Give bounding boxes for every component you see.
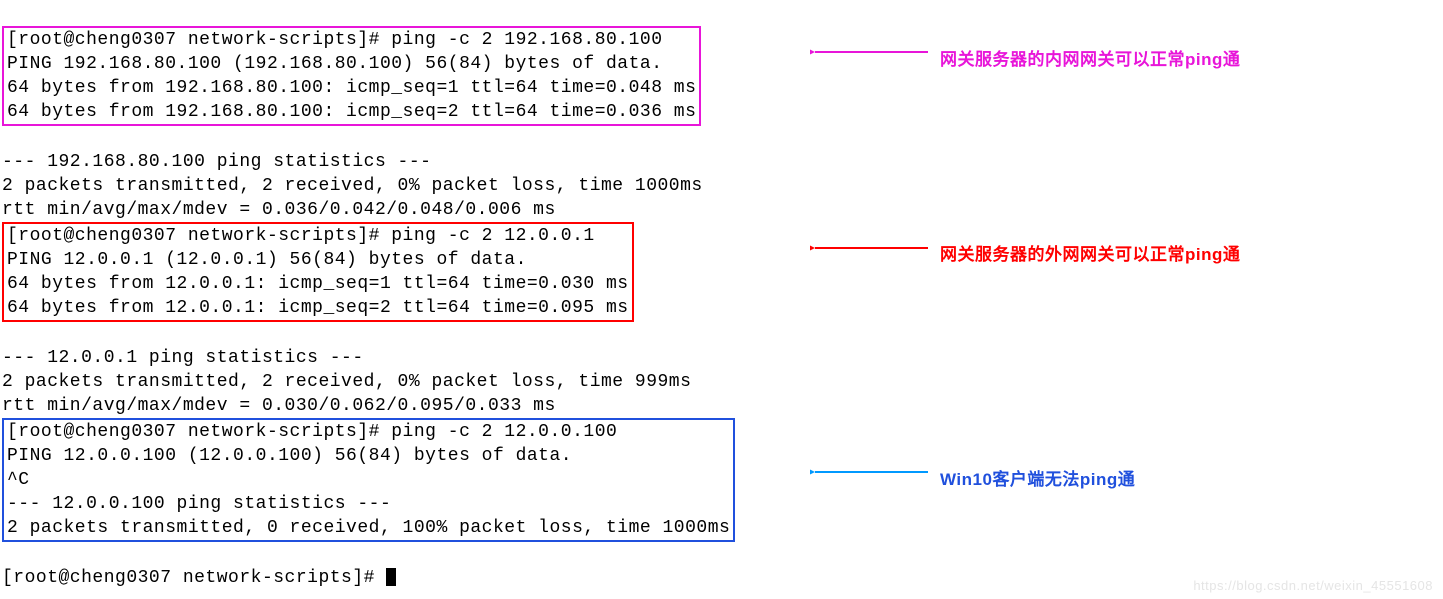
terminal-line: PING 12.0.0.100 (12.0.0.100) 56(84) byte… [7,446,572,466]
watermark-text: https://blog.csdn.net/weixin_45551608 [1193,578,1433,593]
terminal-line: 2 packets transmitted, 0 received, 100% … [7,518,730,538]
terminal-line: 64 bytes from 12.0.0.1: icmp_seq=1 ttl=6… [7,274,629,294]
terminal-line: 2 packets transmitted, 2 received, 0% pa… [2,176,703,196]
arrow-left-icon [810,462,930,482]
annotation-win10-client: Win10客户端无法ping通 [940,465,1135,490]
terminal-line: --- 192.168.80.100 ping statistics --- [2,152,431,172]
terminal-line: 64 bytes from 12.0.0.1: icmp_seq=2 ttl=6… [7,298,629,318]
terminal-line: [root@cheng0307 network-scripts]# ping -… [7,30,663,50]
terminal-line: rtt min/avg/max/mdev = 0.036/0.042/0.048… [2,200,556,220]
arrow-left-icon [810,42,930,62]
terminal-output: [root@cheng0307 network-scripts]# ping -… [2,2,1441,590]
terminal-line: --- 12.0.0.100 ping statistics --- [7,494,391,514]
annotation-internal-gateway: 网关服务器的内网网关可以正常ping通 [940,45,1240,70]
arrow-left-icon [810,238,930,258]
terminal-line: 64 bytes from 192.168.80.100: icmp_seq=1… [7,78,696,98]
terminal-line: 64 bytes from 192.168.80.100: icmp_seq=2… [7,102,696,122]
cursor-icon [386,568,396,586]
terminal-line: [root@cheng0307 network-scripts]# ping -… [7,422,617,442]
ping-block-win10: [root@cheng0307 network-scripts]# ping -… [2,418,735,542]
terminal-line: --- 12.0.0.1 ping statistics --- [2,348,364,368]
terminal-prompt[interactable]: [root@cheng0307 network-scripts]# [2,568,386,588]
annotation-external-gateway: 网关服务器的外网网关可以正常ping通 [940,240,1240,265]
terminal-line: PING 12.0.0.1 (12.0.0.1) 56(84) bytes of… [7,250,527,270]
terminal-line: ^C [7,470,30,490]
terminal-line: PING 192.168.80.100 (192.168.80.100) 56(… [7,54,663,74]
ping-block-internal: [root@cheng0307 network-scripts]# ping -… [2,26,701,126]
terminal-line: rtt min/avg/max/mdev = 0.030/0.062/0.095… [2,396,556,416]
terminal-line: [root@cheng0307 network-scripts]# ping -… [7,226,595,246]
terminal-line: 2 packets transmitted, 2 received, 0% pa… [2,372,691,392]
ping-block-external: [root@cheng0307 network-scripts]# ping -… [2,222,634,322]
